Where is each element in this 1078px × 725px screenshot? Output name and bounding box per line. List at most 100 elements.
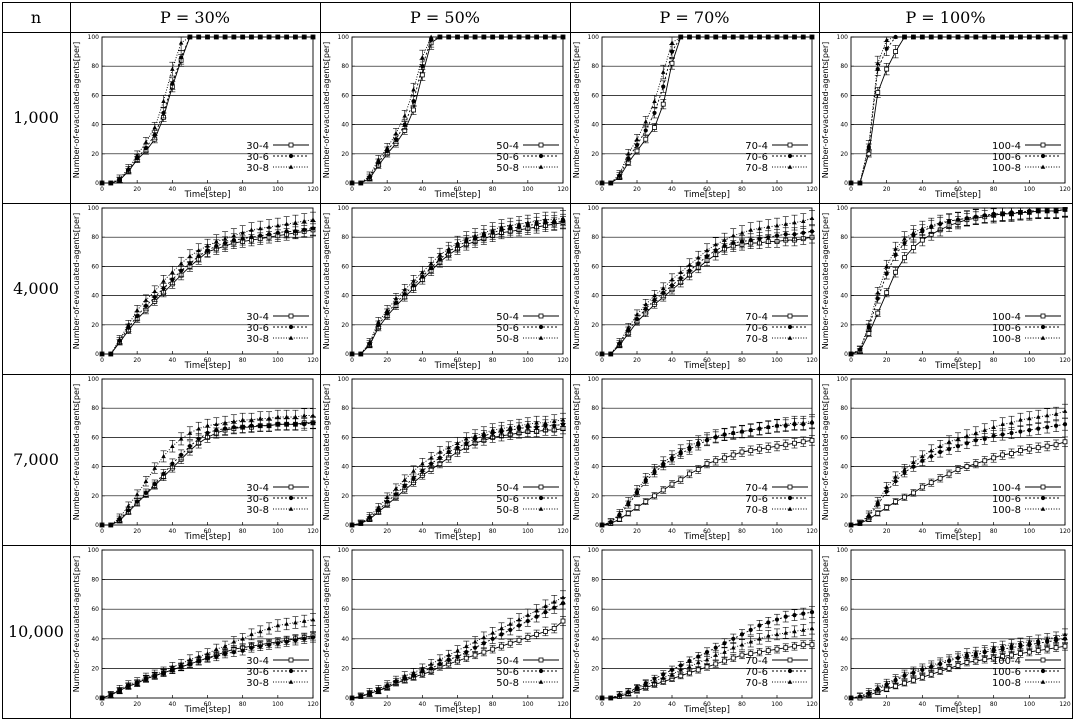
- y-tick-label: 100: [88, 547, 100, 554]
- data-point: [187, 430, 193, 435]
- data-point: [472, 652, 478, 658]
- data-point: [991, 455, 997, 461]
- y-tick-label: 60: [91, 606, 99, 613]
- series-line: [101, 635, 314, 699]
- data-point: [964, 651, 970, 656]
- y-tick-label: 20: [341, 322, 349, 329]
- legend-marker: [1040, 495, 1046, 501]
- data-point: [783, 645, 789, 651]
- legend-marker: [787, 679, 793, 684]
- data-point: [310, 635, 316, 640]
- legend-marker: [538, 313, 544, 319]
- data-point: [1018, 448, 1023, 453]
- data-point: [293, 638, 298, 643]
- data-point: [783, 421, 789, 427]
- data-point: [170, 269, 175, 275]
- x-tick-label: 0: [849, 701, 853, 708]
- data-point: [669, 671, 675, 677]
- y-tick-label: 60: [840, 92, 848, 99]
- y-tick-label: 60: [341, 92, 349, 99]
- data-point: [490, 630, 495, 635]
- data-point: [660, 69, 666, 74]
- data-point: [214, 654, 219, 659]
- x-axis-label: Time[step]: [434, 532, 481, 542]
- data-point: [875, 510, 881, 516]
- data-point: [937, 660, 943, 665]
- data-point: [848, 180, 854, 185]
- x-tick-label: 120: [806, 357, 818, 364]
- data-point: [748, 34, 754, 39]
- x-tick-label: 0: [849, 357, 853, 364]
- data-point: [1027, 209, 1032, 215]
- panel-chart: 0 20 40 60 80 100 0 20 40 60 80 100 120 Time[step] Num…: [72, 376, 319, 542]
- data-point: [884, 37, 889, 42]
- data-point: [652, 679, 657, 684]
- data-point: [991, 645, 996, 650]
- data-point: [730, 645, 736, 650]
- y-tick-label: 60: [341, 434, 349, 441]
- x-tick-label: 20: [633, 528, 641, 535]
- x-tick-label: 100: [522, 357, 534, 364]
- x-tick-label: 40: [919, 701, 927, 708]
- data-point: [687, 262, 692, 267]
- data-point: [1035, 445, 1041, 451]
- row-header: 4,000: [13, 279, 59, 298]
- data-point: [108, 351, 114, 356]
- y-tick-label: 80: [840, 234, 848, 241]
- data-point: [973, 649, 979, 654]
- data-point: [884, 680, 889, 685]
- data-point: [928, 671, 934, 677]
- x-tick-label: 20: [883, 528, 891, 535]
- x-tick-label: 120: [307, 701, 319, 708]
- data-point: [687, 471, 692, 477]
- data-point: [774, 223, 780, 228]
- legend-label: 100-4: [992, 141, 1021, 152]
- data-point: [108, 692, 114, 697]
- y-tick-label: 40: [341, 464, 349, 471]
- x-axis-label: Time[step]: [934, 532, 981, 542]
- table-rule-v: [570, 2, 571, 719]
- legend-marker: [538, 153, 544, 159]
- plot-frame: [850, 36, 1066, 184]
- data-point: [446, 652, 452, 657]
- legend-marker: [787, 495, 793, 501]
- x-axis-label: Time[step]: [683, 705, 730, 715]
- x-tick-label: 60: [703, 528, 711, 535]
- x-tick-label: 100: [1024, 528, 1036, 535]
- data-point: [599, 351, 605, 356]
- legend-marker: [538, 495, 544, 501]
- legend-marker: [1040, 142, 1046, 148]
- plot-frame: [101, 207, 314, 355]
- series-70-8: [599, 622, 815, 700]
- data-point: [310, 34, 316, 39]
- data-point: [1062, 631, 1068, 637]
- data-point: [358, 351, 364, 356]
- data-point: [722, 237, 727, 242]
- x-tick-label: 80: [990, 357, 998, 364]
- data-point: [695, 667, 701, 673]
- data-point: [792, 220, 797, 225]
- y-tick-label: 60: [591, 434, 599, 441]
- series-70-6: [599, 34, 815, 186]
- y-tick-label: 100: [88, 376, 100, 383]
- x-tick-label: 0: [100, 357, 104, 364]
- data-point: [652, 467, 657, 472]
- data-point: [213, 646, 219, 651]
- data-point: [499, 224, 504, 229]
- y-tick-label: 0: [95, 695, 99, 702]
- series-50-8: [349, 590, 566, 700]
- data-point: [1000, 34, 1005, 39]
- series-100-4: [848, 436, 1068, 528]
- y-axis-label: Number-of-evacuated-agents[per]: [821, 213, 830, 350]
- data-point: [695, 255, 701, 260]
- data-point: [367, 173, 372, 178]
- data-point: [472, 34, 478, 39]
- data-point: [205, 34, 210, 39]
- legend-label: 30-6: [246, 152, 269, 163]
- legend-label: 100-8: [992, 334, 1021, 345]
- data-point: [249, 227, 254, 232]
- y-tick-label: 40: [91, 122, 99, 129]
- data-point: [402, 287, 408, 292]
- x-tick-label: 20: [133, 528, 141, 535]
- x-tick-label: 80: [738, 186, 746, 193]
